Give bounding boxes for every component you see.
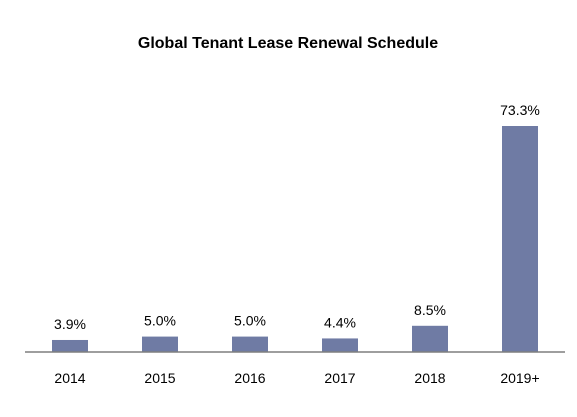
- x-tick-label-2015: 2015: [144, 370, 175, 386]
- data-label-2017: 4.4%: [324, 314, 356, 330]
- data-label-2018: 8.5%: [414, 302, 446, 318]
- chart-title: Global Tenant Lease Renewal Schedule: [138, 35, 438, 52]
- bar-2019-plus: [502, 126, 538, 352]
- x-tick-label-2014: 2014: [54, 370, 85, 386]
- data-label-2019-plus: 73.3%: [500, 102, 540, 118]
- data-label-2015: 5.0%: [144, 313, 176, 329]
- x-tick-label-2016: 2016: [234, 370, 265, 386]
- bar-2017: [322, 338, 358, 352]
- bar-2018: [412, 325, 448, 352]
- x-tick-labels-group: 2014 2015 2016 2017 2018 2019+: [54, 370, 539, 386]
- bar-2016: [232, 336, 268, 352]
- x-tick-label-2017: 2017: [324, 370, 355, 386]
- data-label-2014: 3.9%: [54, 316, 86, 332]
- bar-2015: [142, 336, 178, 352]
- data-label-2016: 5.0%: [234, 313, 266, 329]
- bar-2014: [52, 339, 88, 352]
- x-tick-label-2019-plus: 2019+: [500, 370, 539, 386]
- x-tick-label-2018: 2018: [414, 370, 445, 386]
- data-labels-group: 3.9% 5.0% 5.0% 4.4% 8.5% 73.3%: [54, 102, 540, 332]
- bars-group: [52, 126, 538, 352]
